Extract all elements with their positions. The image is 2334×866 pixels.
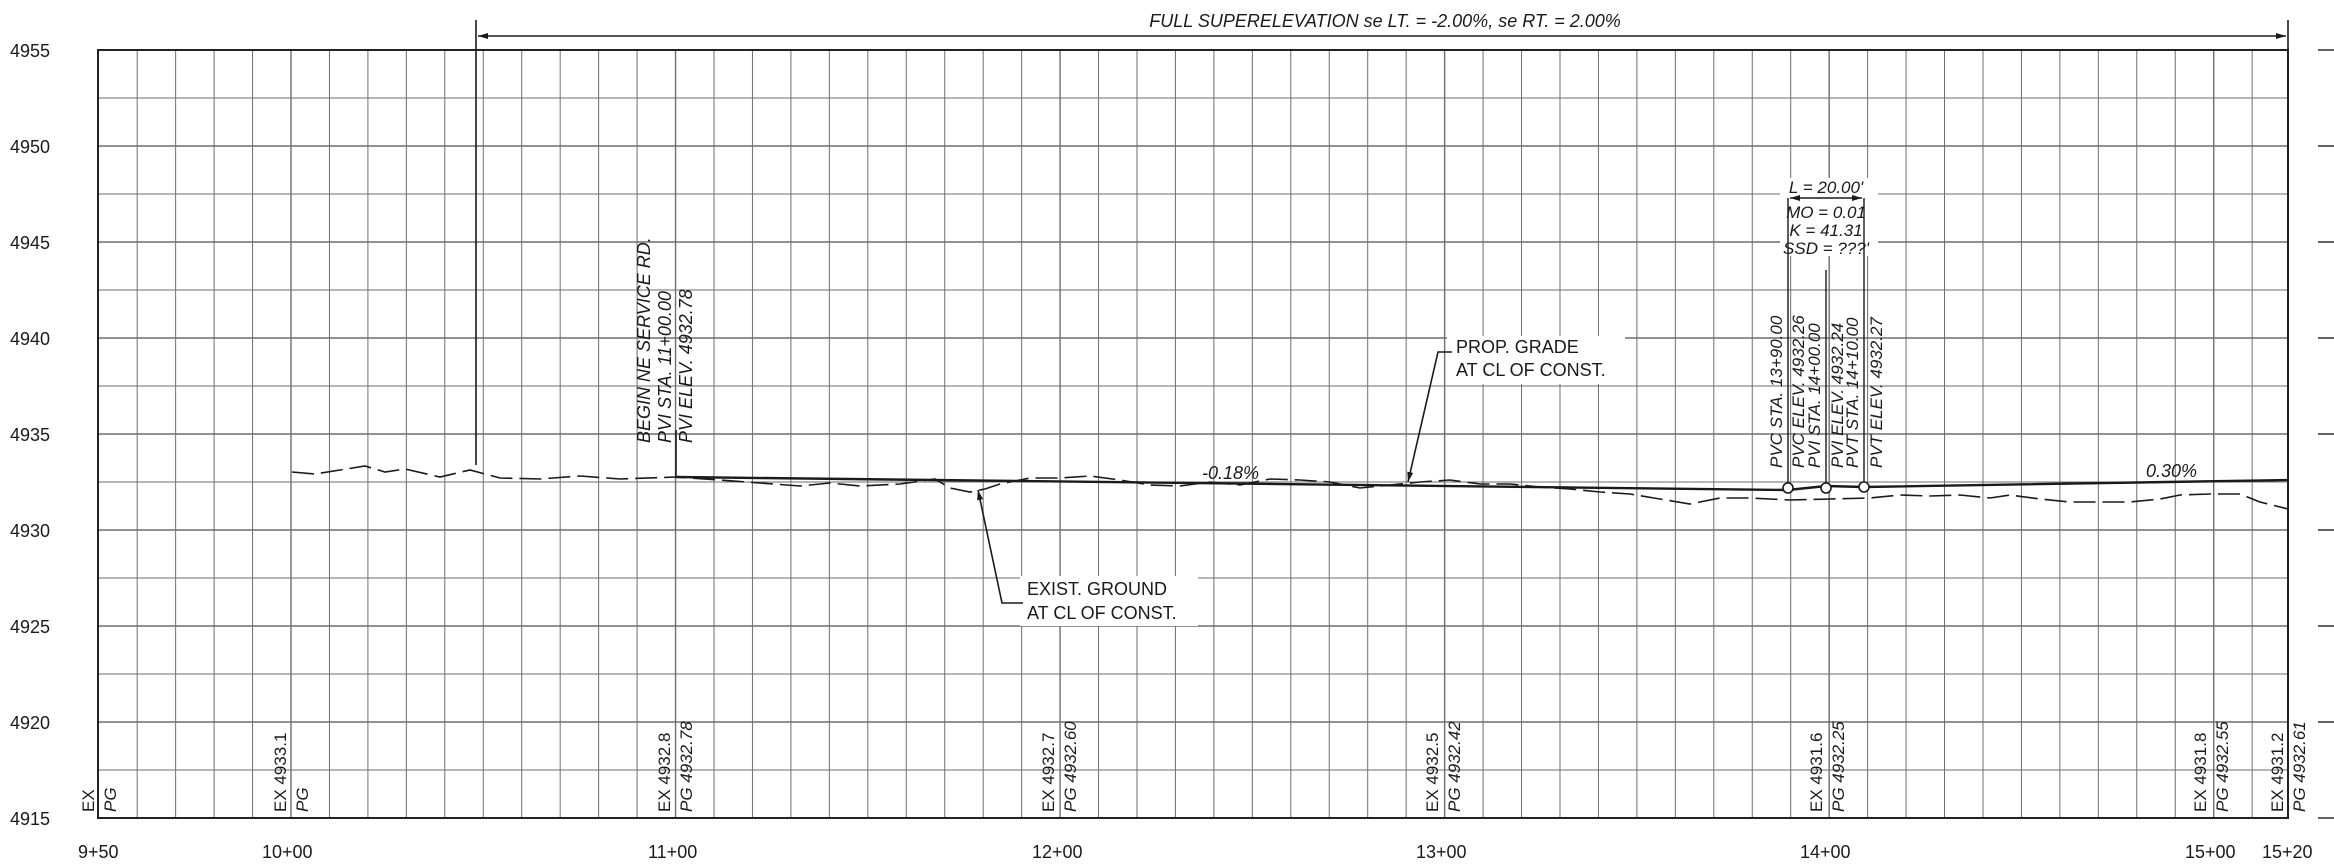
pvi-marker bbox=[1820, 482, 1832, 494]
curve-mo: MO = 0.01 bbox=[1786, 203, 1866, 222]
curve-k: K = 41.31 bbox=[1789, 221, 1862, 240]
ex-label: EX 4932.8 bbox=[655, 733, 674, 812]
pg-label: PG 4932.42 bbox=[1445, 721, 1464, 812]
exist-ground-callout: EXIST. GROUND AT CL OF CONST. bbox=[977, 489, 1198, 626]
station-label-15+00: 15+00 bbox=[2185, 842, 2236, 862]
grade-left-label: -0.18% bbox=[1202, 463, 1259, 483]
elev-label-4920: 4920 bbox=[10, 713, 50, 733]
elev-label-4925: 4925 bbox=[10, 617, 50, 637]
pvt-marker bbox=[1858, 481, 1870, 493]
pvc-station: PVC STA. 13+90.00 bbox=[1767, 315, 1786, 468]
superelevation-note: FULL SUPERELEVATION se LT. = -2.00%, se … bbox=[1149, 11, 1621, 31]
begin-note-line-3: PVI ELEV. 4932.78 bbox=[676, 289, 696, 443]
pvi-station: PVI STA. 14+00.00 bbox=[1805, 323, 1824, 468]
pvc-elevation: PVC ELEV. 4932.26 bbox=[1789, 315, 1808, 468]
profile-grid bbox=[98, 49, 2288, 819]
pvi-elevation: PVI ELEV. 4932.24 bbox=[1828, 323, 1847, 468]
profile-frame bbox=[97, 49, 2289, 819]
prop-grade-callout: PROP. GRADE AT CL OF CONST. bbox=[1407, 336, 1625, 483]
prop-grade-label-1: PROP. GRADE bbox=[1456, 337, 1579, 357]
exist-ground-label-2: AT CL OF CONST. bbox=[1027, 603, 1177, 623]
elev-label-4945: 4945 bbox=[10, 233, 50, 253]
ex-label: EX bbox=[79, 789, 98, 812]
ex-label: EX 4931.6 bbox=[1807, 733, 1826, 812]
elev-label-4940: 4940 bbox=[10, 329, 50, 349]
station-label-15+20: 15+20 bbox=[2262, 842, 2313, 862]
bottom-elevation-labels: EX PG EX 4933.1 PG EX 4932.8 PG 4932.78 … bbox=[79, 721, 2309, 812]
vertical-curve-annotation: L = 20.00' MO = 0.01 K = 41.31 SSD = ???… bbox=[1767, 178, 1886, 483]
ex-label: EX 4931.2 bbox=[2268, 733, 2287, 812]
elevation-ticks bbox=[2318, 49, 2334, 819]
pvc-marker bbox=[1782, 482, 1794, 494]
begin-note-line-1: BEGIN NE SERVICE RD. bbox=[634, 237, 654, 443]
proposed-grade bbox=[675, 430, 2289, 494]
begin-note: BEGIN NE SERVICE RD. PVI STA. 11+00.00 P… bbox=[634, 237, 696, 443]
pvt-elevation: PVT ELEV. 4932.27 bbox=[1867, 317, 1886, 468]
pg-label: PG bbox=[101, 787, 120, 812]
exist-ground-label-1: EXIST. GROUND bbox=[1027, 579, 1167, 599]
pvt-station: PVT STA. 14+10.00 bbox=[1843, 317, 1862, 468]
elev-label-4915: 4915 bbox=[10, 809, 50, 829]
pg-label: PG 4932.60 bbox=[1061, 721, 1080, 812]
elevation-axis-labels: 4955 4950 4945 4940 4935 4930 4925 4920 … bbox=[10, 41, 50, 829]
curve-ssd: SSD = ???' bbox=[1783, 239, 1870, 258]
station-label-13+00: 13+00 bbox=[1416, 842, 1467, 862]
begin-note-line-2: PVI STA. 11+00.00 bbox=[655, 291, 675, 443]
pg-label: PG 4932.55 bbox=[2213, 721, 2232, 812]
ex-label: EX 4931.8 bbox=[2191, 733, 2210, 812]
station-axis-labels: 9+50 10+00 11+00 12+00 13+00 14+00 15+00… bbox=[78, 842, 2313, 862]
station-label-9+50: 9+50 bbox=[78, 842, 119, 862]
superelevation-dimension: FULL SUPERELEVATION se LT. = -2.00%, se … bbox=[475, 8, 2289, 465]
ex-label: EX 4932.7 bbox=[1039, 733, 1058, 812]
elev-label-4930: 4930 bbox=[10, 521, 50, 541]
prop-grade-label-2: AT CL OF CONST. bbox=[1456, 360, 1606, 380]
pg-label: PG 4932.25 bbox=[1829, 721, 1848, 812]
existing-ground-line bbox=[291, 465, 2289, 510]
grade-right-label: 0.30% bbox=[2146, 461, 2197, 481]
pg-label: PG bbox=[293, 787, 312, 812]
pg-label: PG 4932.61 bbox=[2290, 721, 2309, 812]
elev-label-4935: 4935 bbox=[10, 425, 50, 445]
elev-label-4955: 4955 bbox=[10, 41, 50, 61]
ex-label: EX 4932.5 bbox=[1423, 733, 1442, 812]
station-label-14+00: 14+00 bbox=[1800, 842, 1851, 862]
elev-label-4950: 4950 bbox=[10, 137, 50, 157]
ex-label: EX 4933.1 bbox=[271, 733, 290, 812]
pg-label: PG 4932.78 bbox=[677, 721, 696, 812]
station-label-10+00: 10+00 bbox=[262, 842, 313, 862]
curve-length: L = 20.00' bbox=[1789, 178, 1864, 197]
station-label-11+00: 11+00 bbox=[648, 842, 697, 862]
station-label-12+00: 12+00 bbox=[1032, 842, 1083, 862]
